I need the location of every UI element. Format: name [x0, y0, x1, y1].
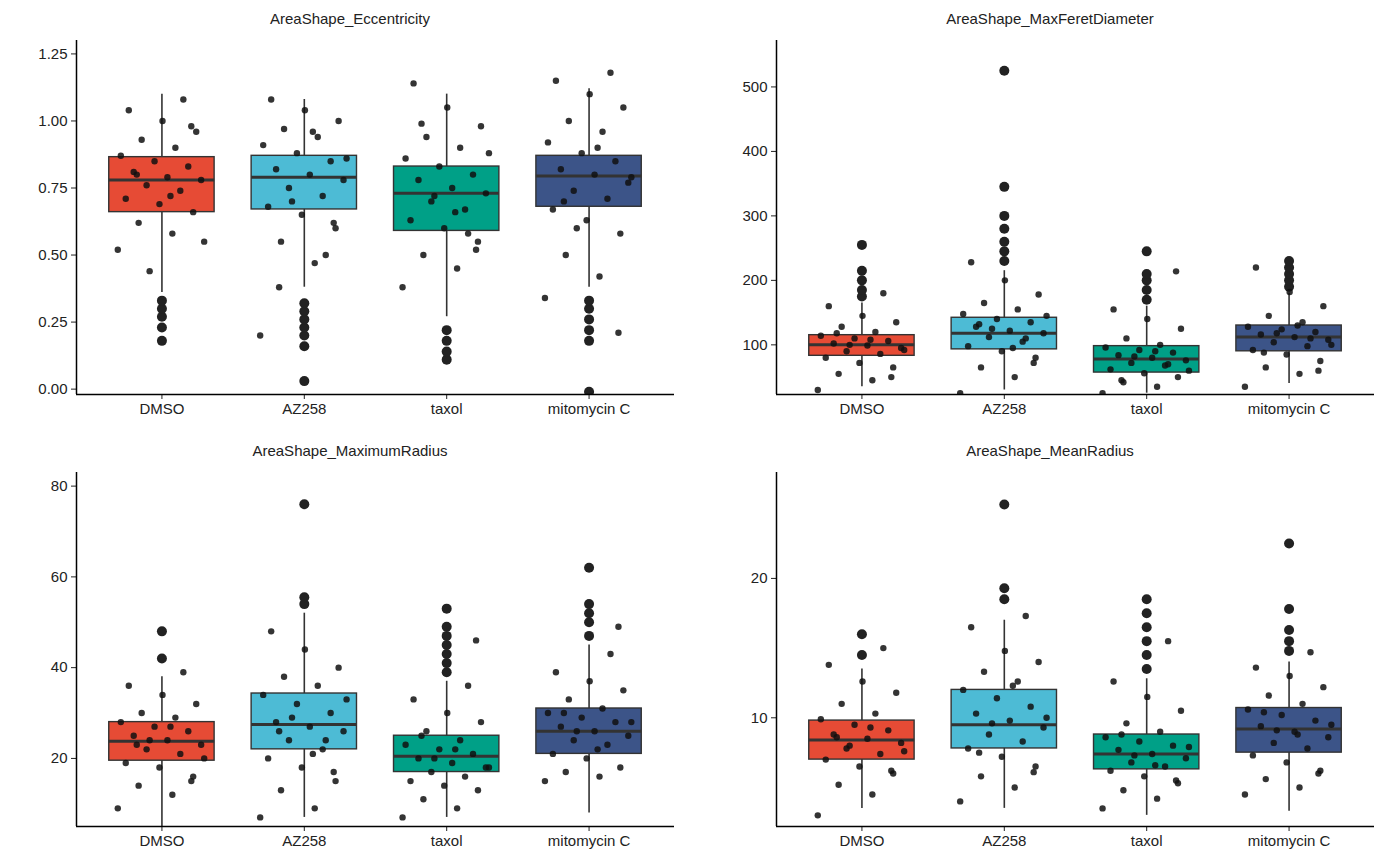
svg-text:500: 500 [742, 78, 767, 95]
svg-text:taxol: taxol [431, 400, 463, 417]
svg-text:40: 40 [51, 658, 68, 675]
svg-text:0.50: 0.50 [38, 246, 67, 263]
svg-text:AZ258: AZ258 [982, 832, 1026, 849]
svg-text:mitomycin C: mitomycin C [548, 400, 631, 417]
svg-text:mitomycin C: mitomycin C [548, 832, 631, 849]
svg-text:0.75: 0.75 [38, 179, 67, 196]
svg-text:0.25: 0.25 [38, 313, 67, 330]
svg-text:0.00: 0.00 [38, 380, 67, 397]
svg-text:20: 20 [51, 749, 68, 766]
svg-text:taxol: taxol [1131, 400, 1163, 417]
svg-text:DMSO: DMSO [139, 832, 184, 849]
svg-text:taxol: taxol [1131, 832, 1163, 849]
svg-text:200: 200 [742, 271, 767, 288]
svg-text:100: 100 [742, 336, 767, 353]
html-text:AreaShape_Eccentricity: AreaShape_Eccentricity [270, 10, 430, 27]
svg-text:60: 60 [51, 568, 68, 585]
svg-text:80: 80 [51, 477, 68, 494]
svg-text:DMSO: DMSO [839, 832, 884, 849]
html-text:AreaShape_MeanRadius: AreaShape_MeanRadius [966, 442, 1134, 459]
svg-text:1.25: 1.25 [38, 45, 67, 62]
svg-text:20: 20 [751, 569, 768, 586]
svg-text:10: 10 [751, 709, 768, 726]
html-text:AreaShape_MaxFeretDiameter: AreaShape_MaxFeretDiameter [946, 10, 1154, 27]
svg-text:mitomycin C: mitomycin C [1248, 400, 1331, 417]
svg-text:AZ258: AZ258 [282, 832, 326, 849]
svg-text:DMSO: DMSO [839, 400, 884, 417]
svg-text:400: 400 [742, 142, 767, 159]
svg-text:taxol: taxol [431, 832, 463, 849]
html-text:AreaShape_MaximumRadius: AreaShape_MaximumRadius [252, 442, 448, 459]
svg-text:mitomycin C: mitomycin C [1248, 832, 1331, 849]
svg-text:AZ258: AZ258 [282, 400, 326, 417]
svg-text:300: 300 [742, 207, 767, 224]
svg-text:DMSO: DMSO [139, 400, 184, 417]
svg-text:AZ258: AZ258 [982, 400, 1026, 417]
svg-text:1.00: 1.00 [38, 112, 67, 129]
